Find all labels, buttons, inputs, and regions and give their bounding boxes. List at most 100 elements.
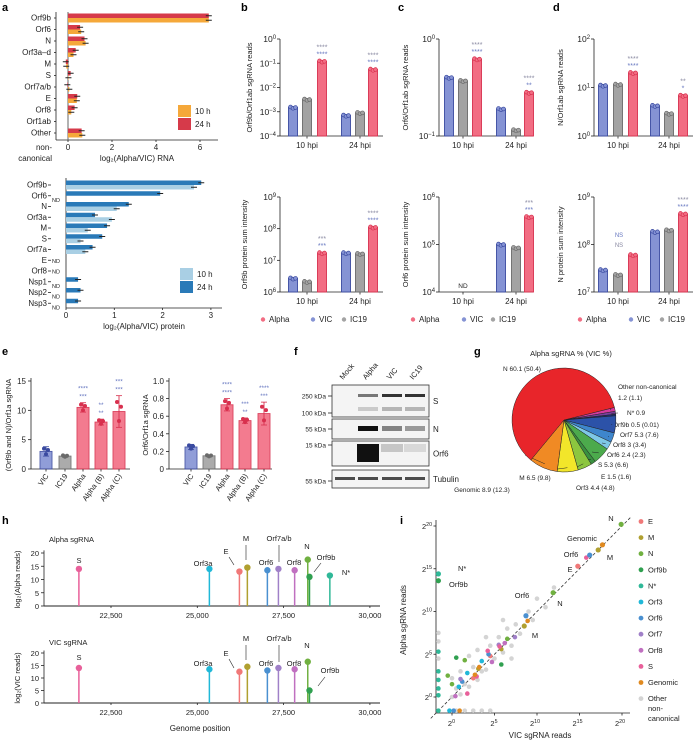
- bar-alpha: [317, 60, 327, 137]
- replicate-dot: [241, 417, 245, 422]
- significance-stars: **: [98, 410, 104, 417]
- significance-stars: **: [526, 83, 532, 90]
- y-tick-label: 0: [22, 465, 27, 474]
- point-annotation: N: [557, 599, 562, 608]
- x-tick-label: 30,000: [358, 708, 381, 717]
- significance-stars: *: [682, 86, 685, 93]
- y-tick-label: 0: [35, 699, 39, 708]
- y-tick-label: 106: [422, 192, 435, 202]
- point-orf3: [456, 684, 462, 690]
- band: [382, 394, 402, 397]
- legend-dot-genomic: [638, 680, 644, 685]
- category-label: E: [46, 94, 51, 103]
- replicate-dot: [603, 83, 608, 88]
- y-tick-label: 0.2: [153, 447, 165, 456]
- replicate-dot: [683, 211, 688, 217]
- bar-vic: [288, 107, 298, 137]
- bar-24h: [66, 180, 202, 185]
- legend-label: Orf3: [648, 598, 663, 607]
- significance-stars: ****: [222, 390, 233, 397]
- x-tick-label: 215: [572, 719, 582, 728]
- slice-label: Orf8 3 (3.4): [613, 442, 646, 449]
- x-axis-label: VIC sgRNA reads: [509, 731, 572, 740]
- point-n: [449, 681, 455, 687]
- slice-label: M 6.5 (9.8): [519, 475, 550, 482]
- slice-label: Other non-canonical: [618, 384, 677, 391]
- point-other: [487, 708, 493, 713]
- tick-base: 10: [422, 287, 432, 297]
- tick-base: 2: [425, 650, 429, 659]
- legend-dot-vic: [310, 317, 316, 322]
- bar-24h: [66, 234, 103, 239]
- y-tick-label: 109: [263, 192, 276, 202]
- bar-ic19: [664, 229, 674, 293]
- significance-stars: ****: [678, 197, 689, 204]
- bar-alpha: [317, 252, 327, 293]
- replicate-dot: [603, 267, 608, 273]
- legend-label: E: [648, 517, 653, 526]
- bar-ic19: [302, 99, 312, 137]
- point-other: [500, 650, 506, 655]
- band: [382, 477, 402, 480]
- nd-label: ND: [52, 270, 60, 276]
- tick-exponent: 5: [432, 241, 436, 247]
- y-axis-label: log₂(VIC reads): [13, 652, 22, 704]
- replicate-dot: [191, 444, 195, 449]
- slice-label: Orf7 5.3 (7.6): [620, 432, 659, 439]
- point-other: [551, 585, 557, 590]
- point-nstar: [435, 571, 441, 577]
- tick-exponent: 8: [273, 225, 277, 231]
- point-orf9b: [499, 662, 504, 667]
- y-tick-label: 220: [422, 522, 432, 531]
- bar-24h: [66, 223, 108, 228]
- tick-base: 10: [422, 240, 432, 250]
- replicate-dot: [669, 111, 674, 116]
- legend-dot-orf6: [638, 615, 644, 621]
- y-tick-label: 5: [35, 687, 39, 696]
- plots: Orf9bOrf6NOrf3a–dMSOrf7a/bEOrf8Orf1abOth…: [4, 12, 693, 740]
- point-e: [470, 675, 476, 681]
- tick-exponent: 9: [273, 193, 277, 199]
- tick-base: 2: [448, 719, 452, 728]
- replicate-dot: [322, 250, 327, 256]
- tick-base: 10: [260, 58, 270, 68]
- point-genomic: [525, 618, 530, 624]
- band: [335, 477, 355, 480]
- tick-exponent: 5: [429, 650, 432, 656]
- replicate-dot: [307, 279, 312, 285]
- y-tick-label: 106: [263, 287, 276, 297]
- marker-label: 55 kDa: [305, 427, 326, 434]
- significance-stars: ****: [368, 210, 379, 217]
- significance-stars: NS: [615, 233, 623, 239]
- bar-10h: [68, 29, 82, 34]
- y-tick-label: 215: [422, 565, 432, 574]
- replicate-dot: [618, 82, 623, 87]
- point-orf3: [465, 670, 470, 676]
- blot-panel-s: [331, 384, 430, 418]
- category-label: Nsp2: [28, 288, 47, 297]
- point-orf7: [458, 676, 463, 682]
- significance-stars: ****: [317, 51, 328, 58]
- lollipop-label: Orf6: [259, 558, 274, 567]
- bar-alpha: [94, 421, 108, 470]
- point-n: [504, 636, 510, 642]
- legend-label: 10 h: [197, 270, 213, 279]
- bar-ic19: [355, 253, 365, 293]
- significance-stars: ***: [241, 401, 249, 408]
- y-axis-label: Orf6/Orf1a sgRNA: [141, 394, 150, 455]
- y-tick-label: 10: [31, 674, 39, 683]
- y-tick-label: 10−4: [260, 131, 277, 141]
- y-tick-label: 107: [263, 255, 276, 265]
- replicate-dot: [683, 93, 688, 98]
- x-tick-label: 27,500: [272, 708, 295, 717]
- point-other: [483, 634, 489, 640]
- replicate-dot: [322, 59, 327, 64]
- band: [405, 426, 425, 431]
- lollipop-head-orf3a: [206, 666, 213, 673]
- tick-exponent: 20: [619, 719, 625, 725]
- tick-exponent: 15: [426, 565, 432, 571]
- replicate-dot: [618, 272, 623, 278]
- point-other: [462, 708, 468, 713]
- lollipop-label: S: [76, 556, 81, 565]
- legend-label: 24 h: [197, 283, 213, 292]
